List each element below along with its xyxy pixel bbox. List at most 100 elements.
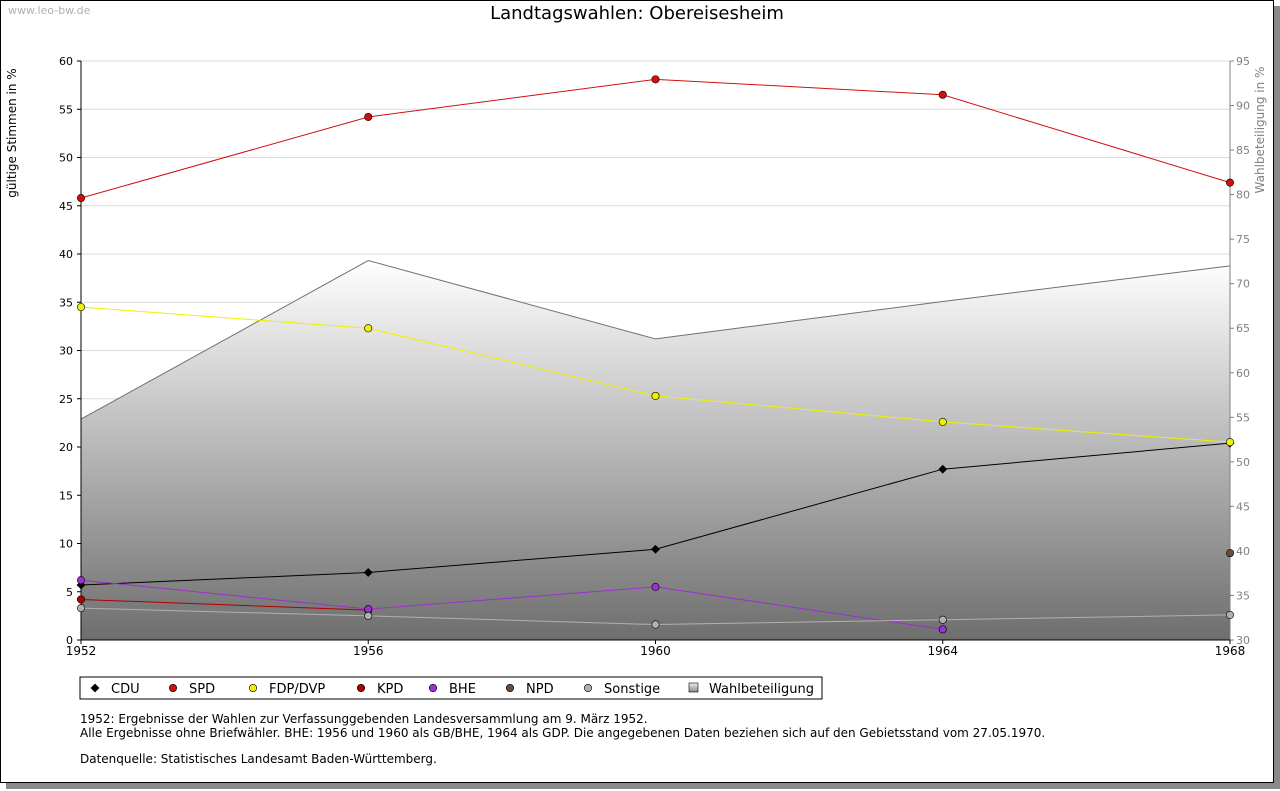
data-point-fdp-dvp [77, 303, 86, 312]
data-point-bhe [651, 582, 660, 591]
data-point-spd [1226, 178, 1235, 187]
data-point-fdp-dvp [1226, 438, 1235, 447]
y-tick-label-right: 60 [1236, 367, 1250, 380]
axes: 0 5 10 15 20 25 30 35 40 45 50 55 60 30 35 40 45 50 55 60 65… [59, 55, 1250, 658]
y-tick-label-left: 30 [59, 345, 73, 358]
legend-marker [505, 683, 514, 692]
y-axis-label-left: gültige Stimmen in % [5, 68, 19, 197]
data-point-spd [651, 75, 660, 84]
legend-marker [356, 683, 365, 692]
y-tick-label-right: 30 [1236, 634, 1250, 647]
y-tick-label-right: 95 [1236, 55, 1250, 68]
legend: CDU SPD FDP/DVP KPD BHE NPD Sonstige Wahlbeteil… [90, 682, 814, 697]
data-point-fdp-dvp [364, 324, 373, 333]
legend-label: KPD [377, 682, 403, 697]
legend-item-kpd: KPD [356, 682, 403, 697]
data-point-sonstige [364, 611, 373, 620]
data-point-npd [1226, 549, 1235, 558]
y-axis-label-right: Wahlbeteiligung in % [1253, 67, 1267, 194]
y-tick-label-right: 55 [1236, 411, 1250, 424]
data-point-fdp-dvp [651, 391, 660, 400]
data-point-sonstige [1226, 610, 1235, 619]
legend-item-wahlbeteiligung: Wahlbeteiligung [688, 682, 814, 697]
legend-item-npd: NPD [505, 682, 554, 697]
y-tick-label-left: 50 [59, 152, 73, 165]
data-point-fdp-dvp [938, 417, 947, 426]
note-line-1: 1952: Ergebnisse der Wahlen zur Verfassu… [80, 712, 648, 726]
y-tick-label-left: 5 [66, 586, 73, 599]
series-layer [76, 75, 1235, 634]
data-point-sonstige [77, 604, 86, 613]
legend-marker [249, 683, 258, 692]
y-tick-label-right: 70 [1236, 278, 1250, 291]
legend-marker [583, 683, 592, 692]
series-line-kpd [80, 598, 369, 611]
y-tick-label-left: 0 [66, 634, 73, 647]
series-bhe [77, 576, 947, 634]
series-line-bhe [80, 579, 943, 630]
legend-label: Sonstige [604, 682, 660, 697]
frame-shadow-bottom [6, 783, 1280, 789]
legend-label: CDU [111, 682, 140, 697]
data-point-spd [77, 194, 86, 203]
data-source-note: Datenquelle: Statistisches Landesamt Bad… [80, 752, 437, 766]
legend-marker [169, 683, 178, 692]
series-spd [77, 75, 1235, 203]
legend-item-fdp-dvp: FDP/DVP [249, 682, 325, 697]
y-tick-label-left: 10 [59, 538, 73, 551]
note-line-2: Alle Ergebnisse ohne Briefwähler. BHE: 1… [80, 726, 1046, 740]
series-cdu [76, 438, 1235, 590]
y-tick-label-left: 20 [59, 441, 73, 454]
data-point-bhe [938, 625, 947, 634]
x-tick-label: 1952 [66, 644, 97, 658]
legend-box [79, 676, 823, 700]
legend-marker [90, 683, 100, 693]
legend-item-spd: SPD [169, 682, 215, 697]
legend-label: NPD [526, 682, 554, 697]
y-tick-label-left: 40 [59, 248, 73, 261]
legend-item-cdu: CDU [90, 682, 140, 697]
y-tick-label-right: 80 [1236, 189, 1250, 202]
watermark: www.leo-bw.de [8, 4, 91, 17]
data-point-spd [938, 90, 947, 99]
frame-shadow-right [1274, 6, 1280, 789]
y-tick-label-left: 60 [59, 55, 73, 68]
series-line-spd [80, 78, 1231, 199]
y-tick-label-right: 85 [1236, 144, 1250, 157]
data-point-cdu [363, 568, 373, 577]
data-point-bhe [77, 576, 86, 585]
x-tick-label: 1964 [927, 644, 958, 658]
turnout-area [81, 260, 1230, 640]
legend-label: Wahlbeteiligung [709, 682, 814, 697]
legend-label: SPD [189, 682, 215, 697]
data-point-cdu [938, 464, 948, 474]
y-tick-label-right: 65 [1236, 322, 1250, 335]
legend-label: BHE [449, 682, 476, 697]
series-npd [1226, 549, 1235, 558]
y-tick-label-right: 35 [1236, 589, 1250, 602]
turnout-line [80, 259, 1231, 420]
data-point-bhe [364, 605, 373, 614]
y-tick-label-right: 50 [1236, 456, 1250, 469]
y-tick-label-right: 40 [1236, 545, 1250, 558]
x-tick-label: 1956 [353, 644, 384, 658]
data-point-sonstige [651, 620, 660, 629]
data-point-sonstige [938, 615, 947, 624]
y-tick-label-left: 25 [59, 393, 73, 406]
x-tick-label: 1968 [1215, 644, 1246, 658]
chart-title: Landtagswahlen: Obereisesheim [490, 3, 784, 24]
y-tick-label-left: 35 [59, 296, 73, 309]
data-point-kpd [77, 595, 86, 604]
legend-item-bhe: BHE [428, 682, 476, 697]
y-tick-label-right: 75 [1236, 233, 1250, 246]
y-tick-label-left: 55 [59, 103, 73, 116]
legend-item-sonstige: Sonstige [583, 682, 660, 697]
series-fdp-dvp [77, 303, 1235, 447]
series-sonstige [77, 604, 1235, 629]
x-tick-label: 1960 [640, 644, 671, 658]
legend-marker [428, 683, 437, 692]
legend-label: FDP/DVP [269, 682, 325, 697]
y-tick-label-left: 45 [59, 200, 73, 213]
data-point-spd [364, 112, 373, 121]
